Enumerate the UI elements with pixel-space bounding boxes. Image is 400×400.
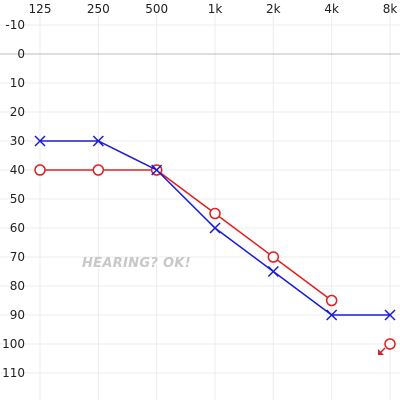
series-x (34, 135, 396, 321)
data-point-x (34, 135, 46, 147)
grid (0, 15, 400, 400)
series-circle (34, 164, 396, 355)
y-tick-label: 10 (10, 76, 25, 90)
data-point-x (267, 265, 279, 278)
data-point-circle (267, 251, 280, 263)
no-response-arrowhead (378, 349, 384, 355)
axis-labels: 125 250 500 1k 2k 4k 8k -10 0 10 20 30 40 50 60 70 80 90 1… (2, 2, 397, 380)
y-tick-label: 40 (10, 163, 25, 177)
y-tick-label: 50 (10, 192, 25, 206)
data-point-circle (325, 294, 338, 307)
y-tick-label: -10 (5, 18, 25, 32)
y-tick-label: 100 (2, 337, 25, 351)
data-point-circle (209, 207, 221, 220)
x-tick-label: 4k (324, 2, 339, 16)
y-tick-label: 80 (10, 279, 25, 293)
y-tick-label: 90 (10, 308, 25, 322)
data-point-circle (384, 338, 396, 350)
x-tick-label: 500 (145, 2, 168, 16)
data-point-x (151, 164, 163, 176)
x-tick-label: 250 (87, 2, 110, 16)
data-point-x (209, 222, 221, 234)
y-tick-label: 30 (10, 134, 25, 148)
data-point-x (92, 135, 104, 147)
data-series (34, 135, 396, 355)
data-point-x (326, 309, 338, 321)
series-line (40, 169, 333, 302)
watermark-text: HEARING? OK! (82, 256, 191, 271)
y-tick-label: 70 (10, 250, 25, 264)
y-tick-label: 0 (17, 47, 25, 61)
x-tick-label: 1k (208, 2, 223, 16)
data-point-x (384, 309, 396, 321)
x-tick-label: 2k (266, 2, 281, 16)
data-point-circle (34, 164, 46, 176)
data-point-circle (92, 164, 105, 176)
y-tick-label: 20 (10, 105, 25, 119)
x-tick-label: 125 (29, 2, 52, 16)
x-tick-label: 8k (383, 2, 398, 16)
y-tick-label: 60 (10, 221, 25, 235)
y-tick-label: 110 (2, 366, 25, 380)
